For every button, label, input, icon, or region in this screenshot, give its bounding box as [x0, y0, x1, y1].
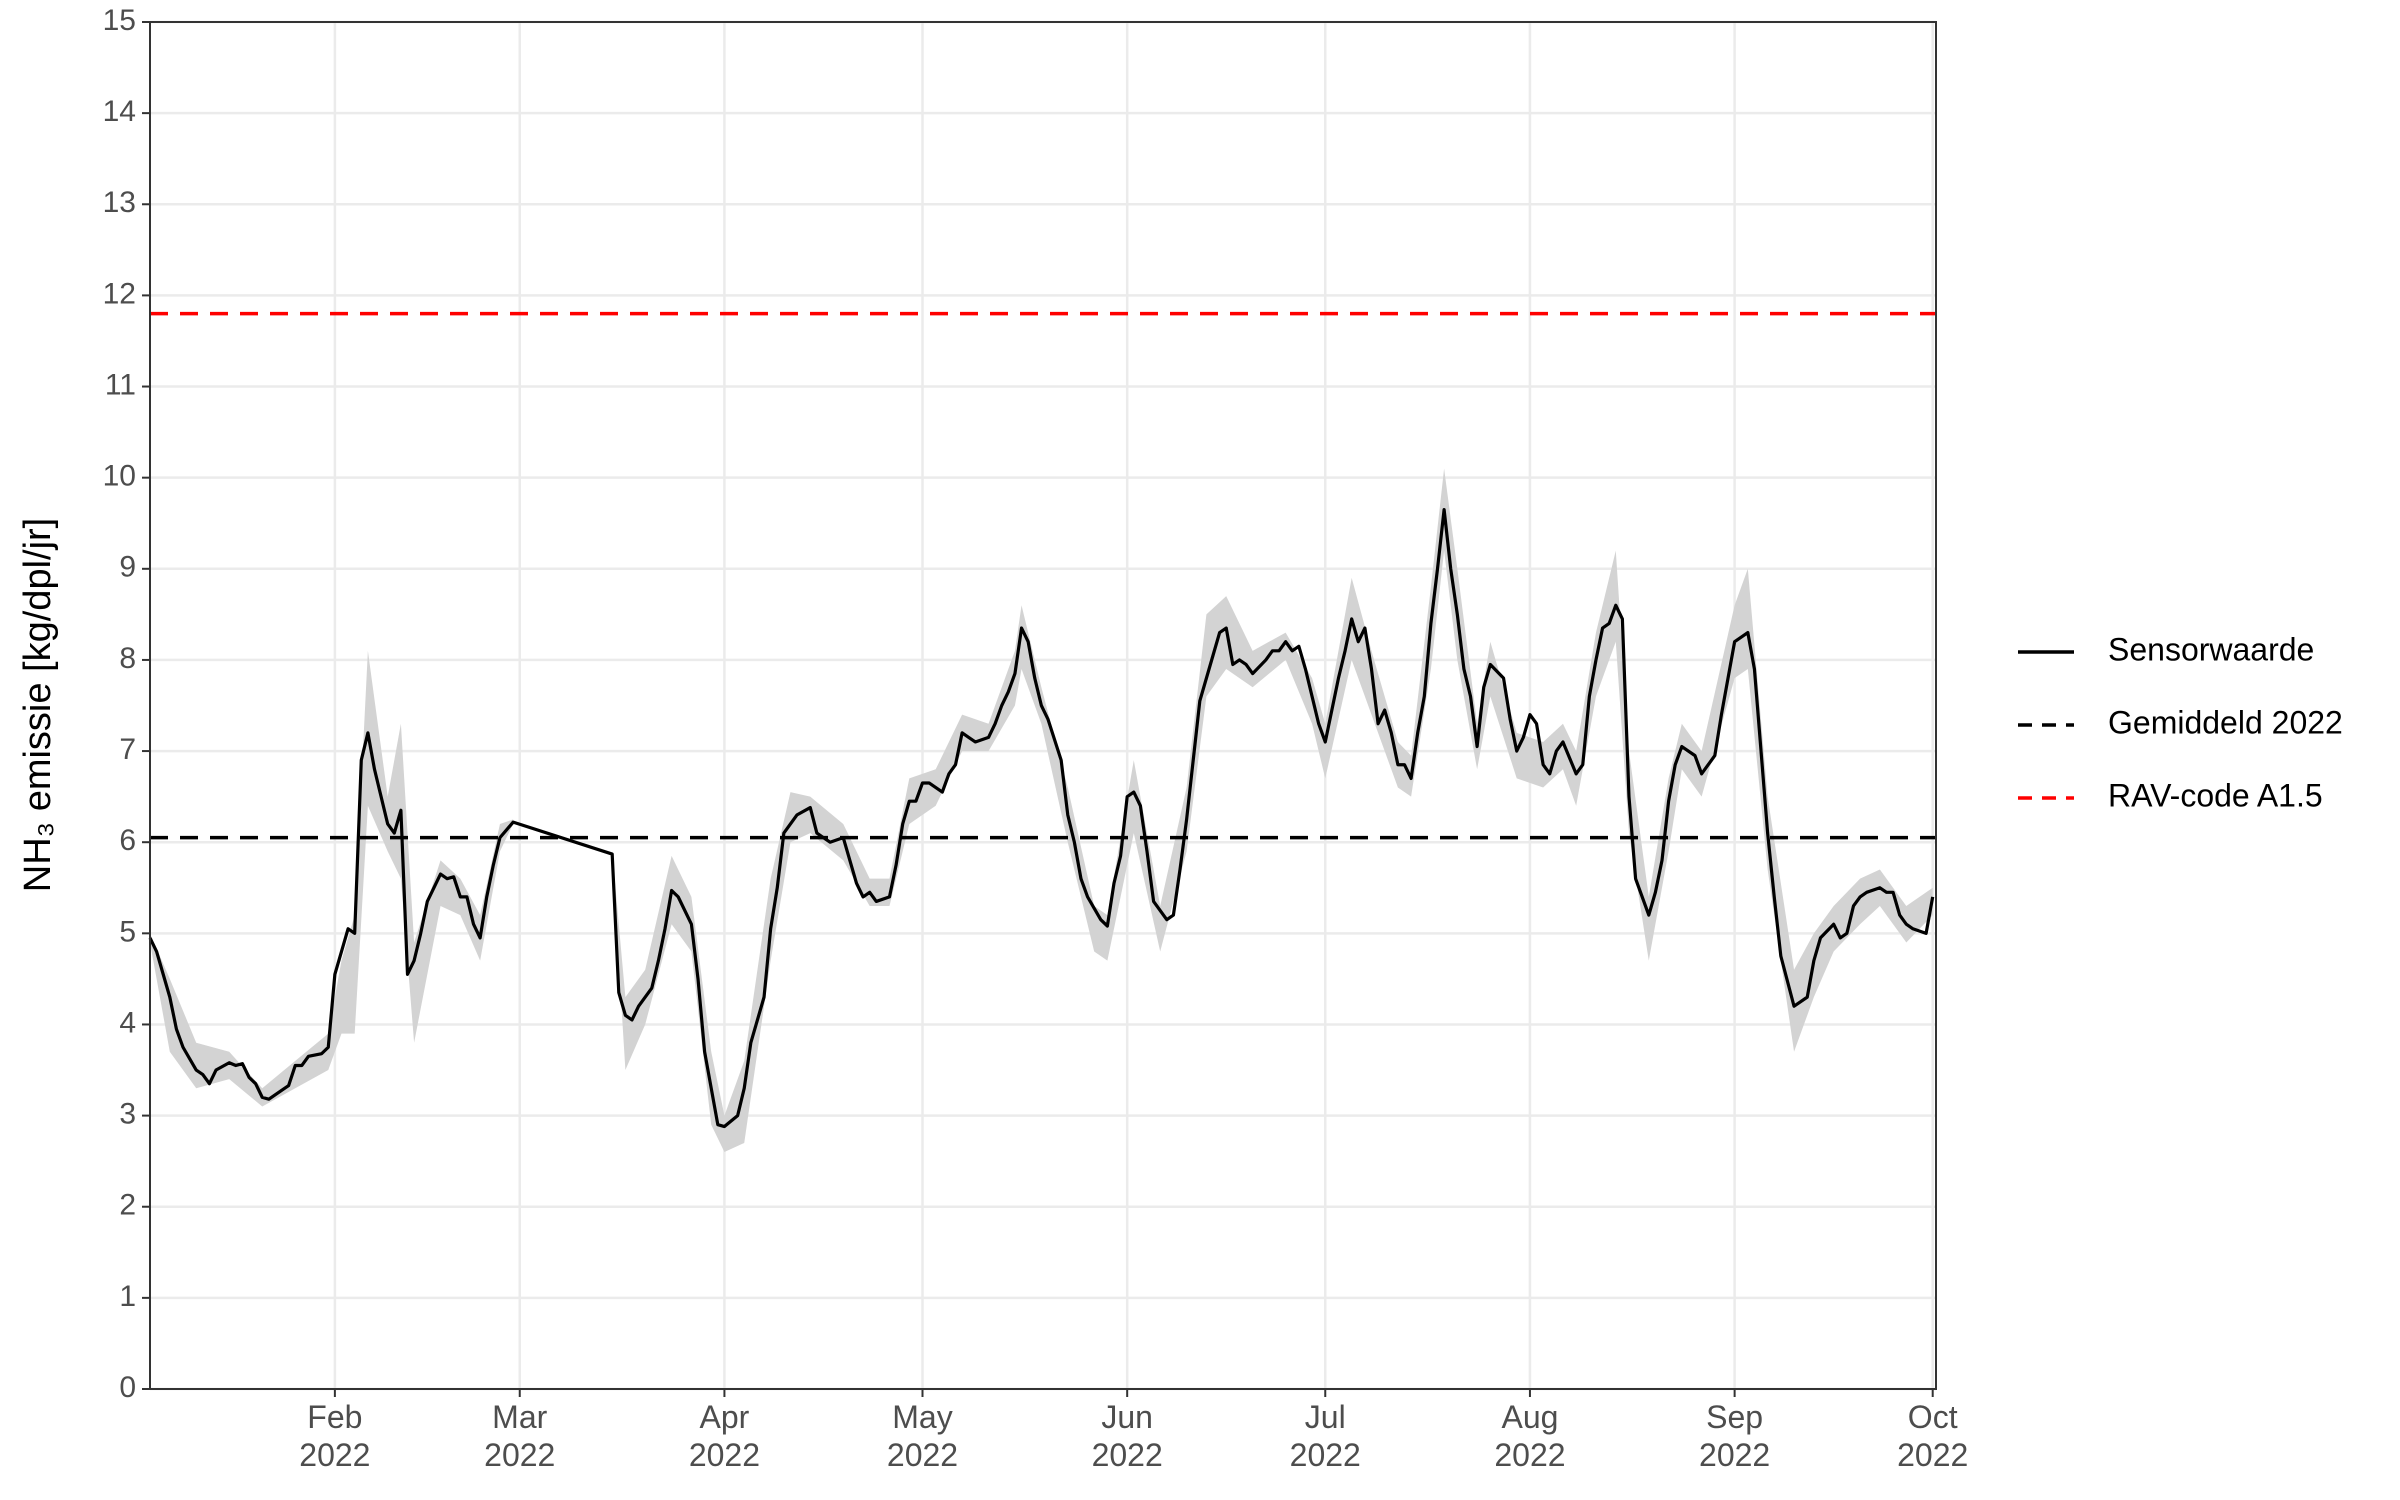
- x-tick-label: May 2022: [886, 1399, 959, 1473]
- y-tick-label: 1: [119, 1280, 136, 1313]
- legend-label: Sensorwaarde: [2108, 631, 2314, 667]
- confidence-band: [150, 650, 514, 1107]
- x-tick-label: Jun 2022: [1091, 1399, 1163, 1473]
- y-tick-label: 7: [119, 733, 136, 766]
- y-tick-label: 6: [119, 824, 136, 857]
- y-tick-label: 3: [119, 1098, 136, 1131]
- y-tick-label: 11: [105, 368, 136, 401]
- y-tick-label: 0: [119, 1371, 136, 1404]
- legend-label: Gemiddeld 2022: [2108, 704, 2343, 740]
- x-tick-label: Oct 2022: [1897, 1399, 1969, 1473]
- y-tick-label: 13: [103, 186, 136, 219]
- x-tick-label: Sep 2022: [1699, 1399, 1771, 1473]
- y-tick-label: 2: [119, 1189, 136, 1222]
- y-tick-label: 14: [103, 95, 136, 128]
- x-tick-label: Aug 2022: [1494, 1399, 1566, 1473]
- legend-label: RAV-code A1.5: [2108, 777, 2323, 813]
- y-tick-label: 5: [119, 915, 136, 948]
- panel-border: [149, 21, 1937, 1390]
- y-tick-label: 8: [119, 642, 136, 675]
- y-tick-label: 12: [103, 277, 136, 310]
- y-tick-label: 10: [103, 460, 136, 493]
- x-tick-label: Feb 2022: [299, 1399, 371, 1473]
- y-tick-label: 9: [119, 551, 136, 584]
- x-tick-label: Mar 2022: [484, 1399, 556, 1473]
- x-tick-label: Jul 2022: [1289, 1399, 1361, 1473]
- y-tick-label: 15: [103, 4, 136, 37]
- y-axis-title: NH₃ emissie [kg/dpl/jr]: [17, 518, 59, 892]
- confidence-band: [612, 468, 1933, 1153]
- y-tick-label: 4: [119, 1006, 136, 1039]
- data-line: [148, 507, 1935, 1129]
- x-tick-label: Apr 2022: [688, 1399, 761, 1473]
